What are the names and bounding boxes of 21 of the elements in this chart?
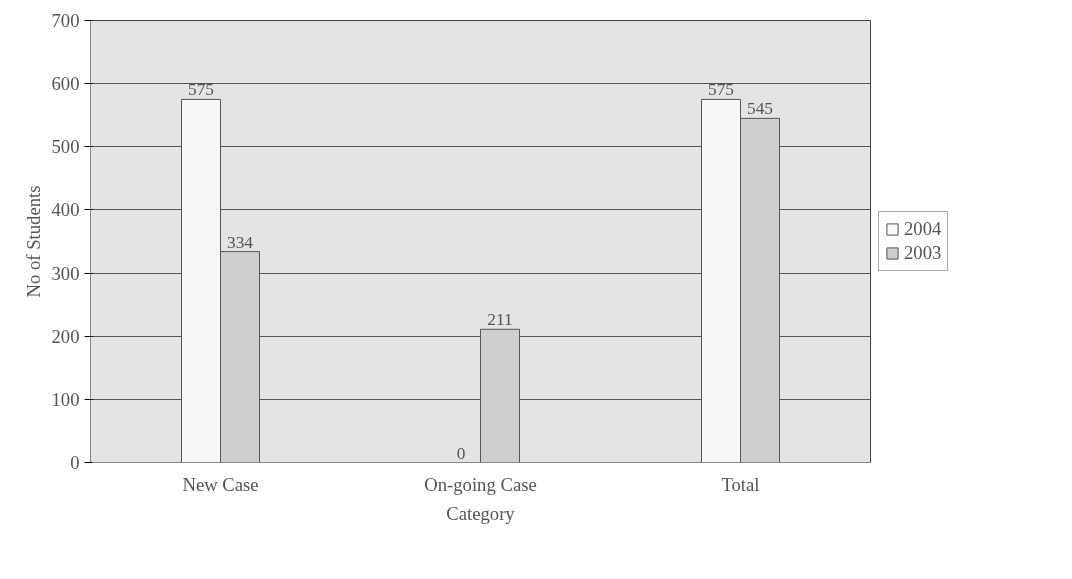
y-tick-label: 600	[51, 73, 80, 95]
y-tick-label: 300	[51, 262, 80, 284]
legend-label: 2003	[904, 242, 942, 264]
x-tick-label: Total	[721, 473, 760, 495]
x-tick-label: On-going Case	[424, 473, 537, 495]
data-label: 334	[227, 232, 254, 252]
y-tick-label: 700	[51, 10, 80, 31]
x-axis-title: Category	[446, 502, 516, 524]
data-label: 0	[456, 443, 466, 463]
data-label: 545	[747, 99, 773, 119]
x-tick-label: New Case	[182, 473, 259, 495]
legend-label: 2004	[904, 218, 942, 240]
y-tick-label: 200	[51, 325, 80, 347]
data-label: 211	[487, 310, 513, 330]
data-label: 575	[708, 80, 734, 100]
data-label: 575	[188, 80, 214, 100]
y-tick-label: 400	[51, 199, 80, 221]
y-tick-label: 0	[70, 452, 80, 473]
y-axis-title: No of Students	[22, 185, 44, 298]
y-tick-label: 500	[51, 136, 80, 158]
y-tick-label: 100	[51, 388, 80, 410]
